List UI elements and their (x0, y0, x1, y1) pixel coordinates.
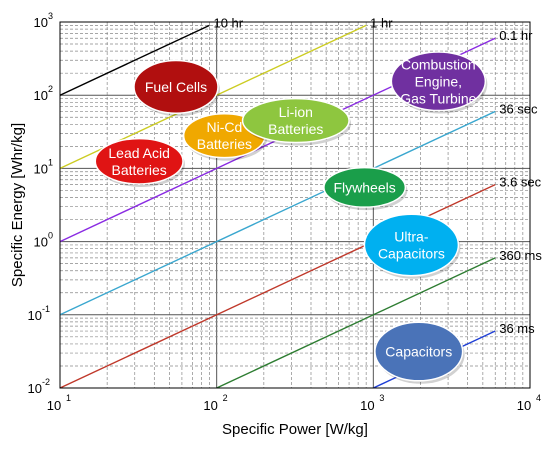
region-ellipse (133, 59, 219, 114)
y-tick-label: 10 (34, 15, 48, 30)
y-tick-exponent: 3 (48, 11, 53, 21)
technology-region: Flywheels (323, 166, 408, 211)
region-label: Batteries (268, 121, 323, 137)
tick-labels: 10 1 10 2 10 3 10 410 -210 -110 010 110 210 3 (28, 11, 541, 413)
y-tick-exponent: 0 (48, 231, 53, 241)
region-label: Batteries (112, 162, 167, 178)
region-ellipse (390, 51, 487, 112)
region-ellipse (374, 321, 464, 382)
y-tick-label: 10 (28, 308, 42, 323)
x-tick-exponent: 2 (223, 393, 228, 403)
y-tick-exponent: -1 (42, 304, 50, 314)
y-tick-exponent: 1 (48, 157, 53, 167)
time-line-label: 3.6 sec (499, 175, 541, 190)
time-line-label: 10 hr (213, 15, 243, 30)
region-label: Li-ion (279, 104, 313, 120)
time-line-label: 36 sec (499, 101, 538, 116)
x-tick-label: 10 (360, 398, 374, 413)
time-line (59, 24, 210, 96)
x-tick-exponent: 1 (66, 393, 71, 403)
region-label: Capacitors (385, 344, 452, 360)
x-tick-label: 10 (47, 398, 61, 413)
y-tick-label: 10 (34, 161, 48, 176)
technology-region: Capacitors (374, 321, 465, 384)
time-line (216, 257, 496, 389)
region-label: Capacitors (378, 245, 445, 261)
region-ellipse (323, 166, 407, 208)
region-ellipse (241, 97, 350, 144)
y-tick-label: 10 (28, 381, 42, 396)
x-tick-label: 10 (203, 398, 217, 413)
x-tick-exponent: 3 (379, 393, 384, 403)
region-ellipse (363, 213, 460, 277)
x-tick-exponent: 4 (536, 393, 541, 403)
time-line-label: 1 hr (370, 15, 393, 30)
y-tick-exponent: 2 (48, 84, 53, 94)
x-axis-title: Specific Power [W/kg] (222, 421, 368, 438)
y-axis-title: Specific Energy [Whr/kg] (9, 123, 26, 287)
technology-region: Ultra-Capacitors (363, 213, 461, 279)
technology-region: Fuel Cells (133, 59, 220, 117)
region-label: Lead Acid (108, 145, 170, 161)
time-line (59, 110, 496, 316)
y-tick-exponent: -2 (42, 377, 50, 387)
plot-frame (59, 21, 531, 389)
region-label: Gas Turbine (400, 90, 476, 106)
time-line-label: 0.1 hr (499, 28, 533, 43)
region-ellipse (94, 137, 184, 185)
y-tick-label: 10 (34, 88, 48, 103)
time-line-label: 36 ms (499, 321, 535, 336)
region-label: Ni-Cd (206, 119, 242, 135)
x-tick-label: 10 (517, 398, 531, 413)
region-label: Flywheels (334, 179, 396, 195)
region-label: Ultra- (394, 228, 429, 244)
time-line-label: 360 ms (499, 248, 542, 263)
region-label: Batteries (197, 136, 252, 152)
line-labels: 10 hr 1 hr 0.1 hr 36 sec 3.6 sec 360 ms 36 ms (213, 15, 542, 336)
region-label: Combustion (401, 56, 476, 72)
region-label: Fuel Cells (145, 79, 207, 95)
region-label: Engine, (415, 73, 462, 89)
y-tick-label: 10 (34, 235, 48, 250)
